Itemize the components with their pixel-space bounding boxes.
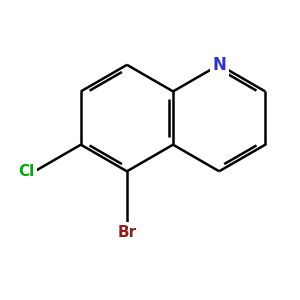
Text: Cl: Cl	[19, 164, 35, 179]
Text: Br: Br	[117, 224, 136, 239]
Text: N: N	[212, 56, 226, 74]
